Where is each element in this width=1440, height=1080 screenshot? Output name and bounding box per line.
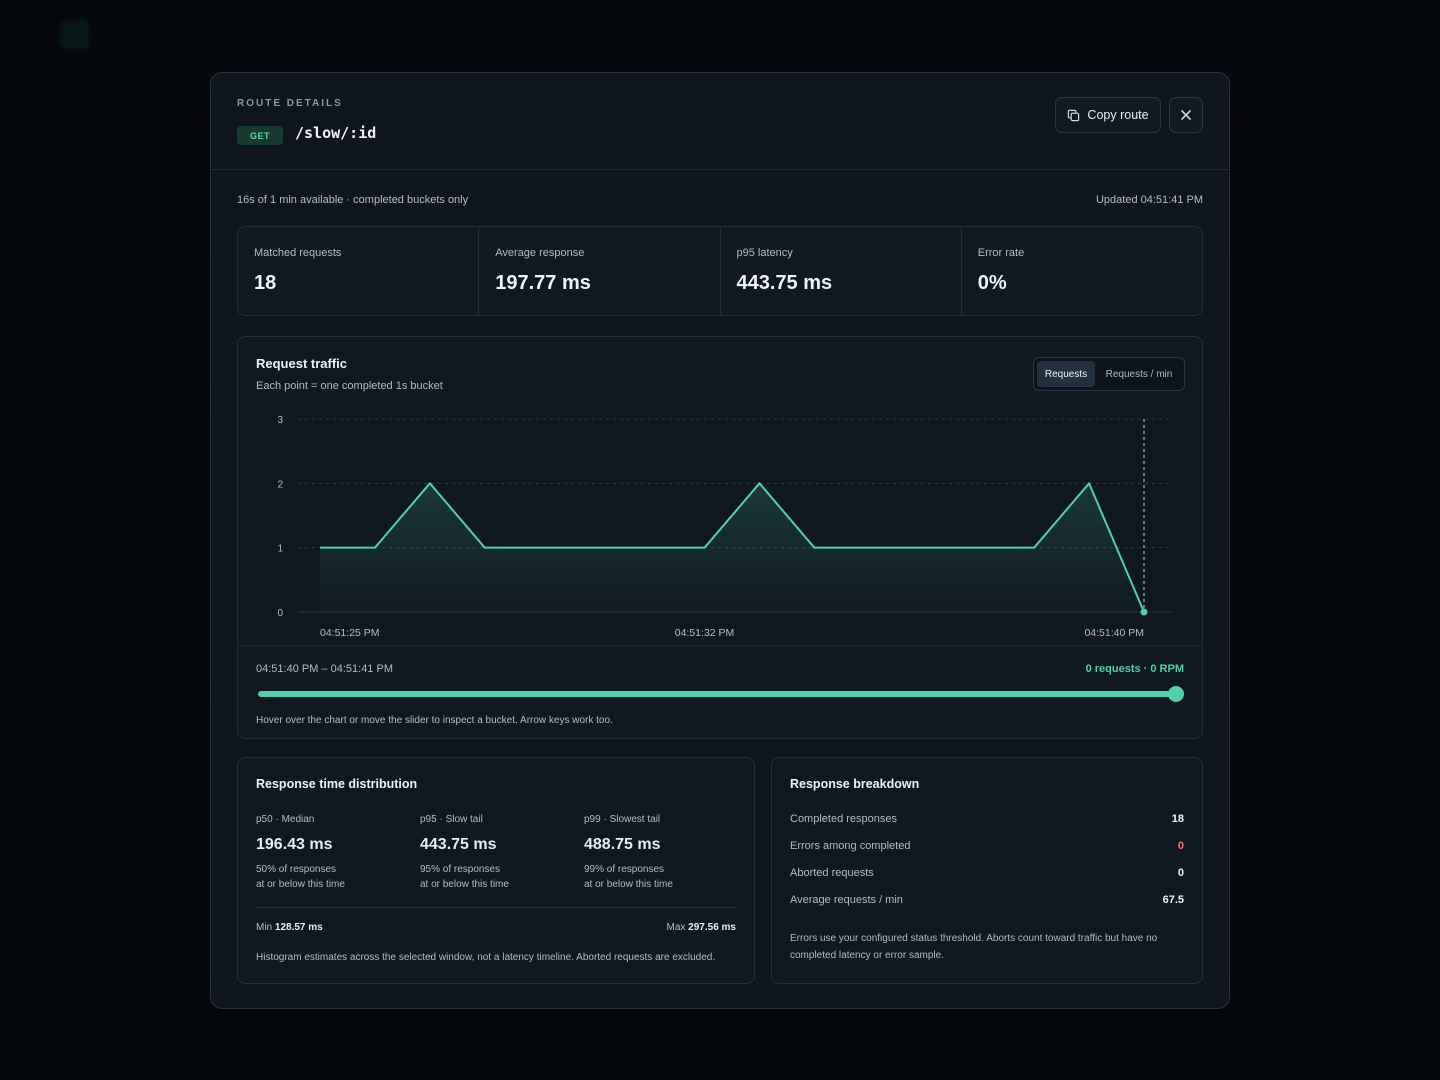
percentile-p99: p99 · Slowest tail 488.75 ms 99% of resp…	[584, 814, 734, 892]
breakdown-title: Response breakdown	[790, 777, 920, 791]
stat-label: Error rate	[977, 247, 1025, 259]
divider	[256, 907, 736, 908]
breakdown-row-completed: Completed responses 18	[790, 813, 1184, 825]
breakdown-label: Aborted requests	[790, 867, 874, 879]
stat-p95-latency: p95 latency 443.75 ms	[721, 227, 962, 315]
stat-value: 443.75 ms	[736, 272, 833, 294]
max-value: Max 297.56 ms	[666, 922, 736, 933]
stat-average-response: Average response 197.77 ms	[479, 227, 721, 315]
updated-timestamp: Updated 04:51:41 PM	[1095, 194, 1203, 206]
percentile-label: p95 · Slow tail	[420, 814, 483, 825]
y-tick-label: 1	[277, 544, 283, 555]
percentile-desc-line: at or below this time	[584, 879, 673, 890]
percentile-label: p50 · Median	[256, 814, 315, 825]
meta-row: 16s of 1 min available · completed bucke…	[237, 194, 1203, 206]
traffic-subtitle: Each point = one completed 1s bucket	[256, 380, 443, 392]
percentile-value: 443.75 ms	[420, 836, 497, 853]
max-number: 297.56 ms	[688, 922, 736, 933]
percentile-p95: p95 · Slow tail 443.75 ms 95% of respons…	[420, 814, 570, 892]
bucket-slider-thumb[interactable]	[1168, 686, 1184, 702]
stat-label: Matched requests	[254, 247, 342, 259]
traffic-area	[320, 483, 1144, 612]
inspector-value: 0 requests · 0 RPM	[1085, 663, 1184, 675]
x-tick-label: 04:51:25 PM	[320, 627, 380, 639]
percentile-p50: p50 · Median 196.43 ms 50% of responses …	[256, 814, 406, 892]
distribution-note: Histogram estimates across the selected …	[256, 952, 716, 963]
breakdown-value: 0	[1177, 840, 1184, 852]
min-max-row: Min 128.57 ms Max 297.56 ms	[256, 922, 736, 933]
close-button[interactable]	[1169, 97, 1203, 133]
close-icon	[1181, 110, 1191, 120]
stats-row: Matched requests 18 Average response 197…	[237, 226, 1203, 316]
breakdown-label: Completed responses	[790, 813, 898, 825]
percentile-description: 50% of responses at or below this time	[256, 862, 406, 892]
route-path: /slow/:id	[295, 124, 377, 142]
percentile-desc-line: 99% of responses	[584, 864, 665, 875]
copy-icon	[1068, 109, 1080, 121]
request-traffic-card: Request traffic Each point = one complet…	[237, 336, 1203, 739]
method-badge: GET	[237, 126, 283, 145]
y-tick-label: 0	[277, 608, 283, 619]
response-breakdown-card: Response breakdown Completed responses 1…	[771, 757, 1203, 984]
modal-header: ROUTE DETAILS GET /slow/:id Copy route	[211, 73, 1229, 170]
breakdown-value: 67.5	[1162, 894, 1184, 906]
min-number: 128.57 ms	[274, 922, 323, 933]
stat-label: Average response	[495, 247, 585, 259]
stat-value: 0%	[977, 272, 1007, 294]
max-label: Max	[666, 922, 686, 933]
x-tick-label: 04:51:40 PM	[1084, 627, 1144, 639]
percentile-desc-line: 50% of responses	[256, 864, 337, 875]
breakdown-label: Errors among completed	[790, 840, 911, 852]
traffic-chart[interactable]: 0 1 2 3 04:51:25 PM 04:51:32 PM 04:51:40 PM	[238, 407, 1202, 643]
bucket-inspector: 04:51:40 PM – 04:51:41 PM 0 requests · 0…	[238, 645, 1202, 738]
modal-eyebrow: ROUTE DETAILS	[237, 98, 343, 109]
breakdown-value: 18	[1171, 813, 1184, 825]
percentile-value: 196.43 ms	[256, 836, 333, 853]
min-label: Min	[256, 922, 273, 933]
stat-label: p95 latency	[736, 247, 793, 259]
selected-bucket-point	[1140, 608, 1148, 616]
inspector-hint: Hover over the chart or move the slider …	[256, 715, 613, 726]
traffic-title: Request traffic	[256, 356, 348, 371]
breakdown-row-avg-rpm: Average requests / min 67.5	[790, 894, 1184, 906]
copy-route-button[interactable]: Copy route	[1055, 97, 1161, 133]
toggle-requests-per-min[interactable]: Requests / min	[1105, 368, 1173, 380]
y-tick-label: 3	[277, 415, 283, 426]
distribution-title: Response time distribution	[256, 777, 418, 791]
metric-toggle: Requests Requests / min	[1033, 357, 1185, 391]
y-tick-label: 2	[277, 479, 283, 490]
stat-matched-requests: Matched requests 18	[238, 227, 480, 315]
route-details-modal: ROUTE DETAILS GET /slow/:id Copy route 1…	[210, 72, 1230, 1009]
traffic-line	[320, 482, 1145, 613]
stat-value: 18	[254, 272, 277, 294]
toggle-requests[interactable]: Requests	[1037, 361, 1095, 387]
inspector-range: 04:51:40 PM – 04:51:41 PM	[256, 663, 393, 675]
percentile-label: p99 · Slowest tail	[584, 814, 661, 825]
breakdown-value: 0	[1177, 867, 1184, 879]
response-time-distribution-card: Response time distribution p50 · Median …	[237, 757, 755, 984]
percentile-desc-line: at or below this time	[420, 879, 509, 890]
breakdown-label: Average requests / min	[790, 894, 903, 906]
percentile-desc-line: 95% of responses	[420, 864, 501, 875]
bucket-slider-track[interactable]	[258, 691, 1176, 697]
copy-route-label: Copy route	[1087, 108, 1149, 122]
availability-text: 16s of 1 min available · completed bucke…	[237, 194, 469, 206]
percentile-description: 95% of responses at or below this time	[420, 862, 570, 892]
min-value: Min 128.57 ms	[256, 922, 323, 933]
breakdown-row-errors: Errors among completed 0	[790, 840, 1184, 852]
percentile-desc-line: at or below this time	[256, 879, 345, 890]
breakdown-row-aborted: Aborted requests 0	[790, 867, 1184, 879]
percentile-value: 488.75 ms	[584, 836, 661, 853]
percentile-description: 99% of responses at or below this time	[584, 862, 734, 892]
x-tick-label: 04:51:32 PM	[675, 627, 735, 639]
stat-value: 197.77 ms	[495, 272, 591, 294]
stat-error-rate: Error rate 0%	[962, 227, 1202, 315]
breakdown-note: Errors use your configured status thresh…	[790, 933, 1158, 961]
